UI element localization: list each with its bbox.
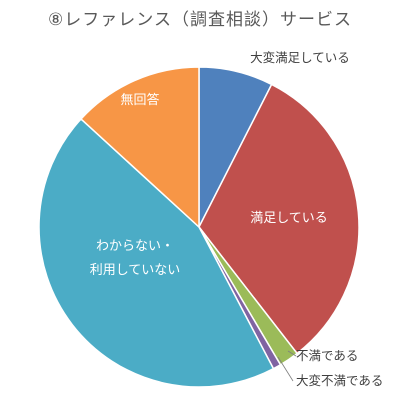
slice-label: わからない・利用していない [90,239,181,278]
slice-label: 不満である [296,348,358,363]
leader-line [277,356,294,382]
leader-line [287,350,297,357]
leader-lines [277,350,297,382]
pie-slice [79,66,200,229]
pie-slice [38,117,275,388]
pie-slices [38,66,360,388]
slice-label: 大変不満である [296,373,383,388]
chart-title: ⑧レファレンス（調査相談）サービス [48,10,352,30]
pie-slice [198,83,360,355]
slice-label: 無回答 [120,92,159,108]
slice-label: 大変満足している [250,50,350,65]
slice-label: 満足している [250,211,328,226]
